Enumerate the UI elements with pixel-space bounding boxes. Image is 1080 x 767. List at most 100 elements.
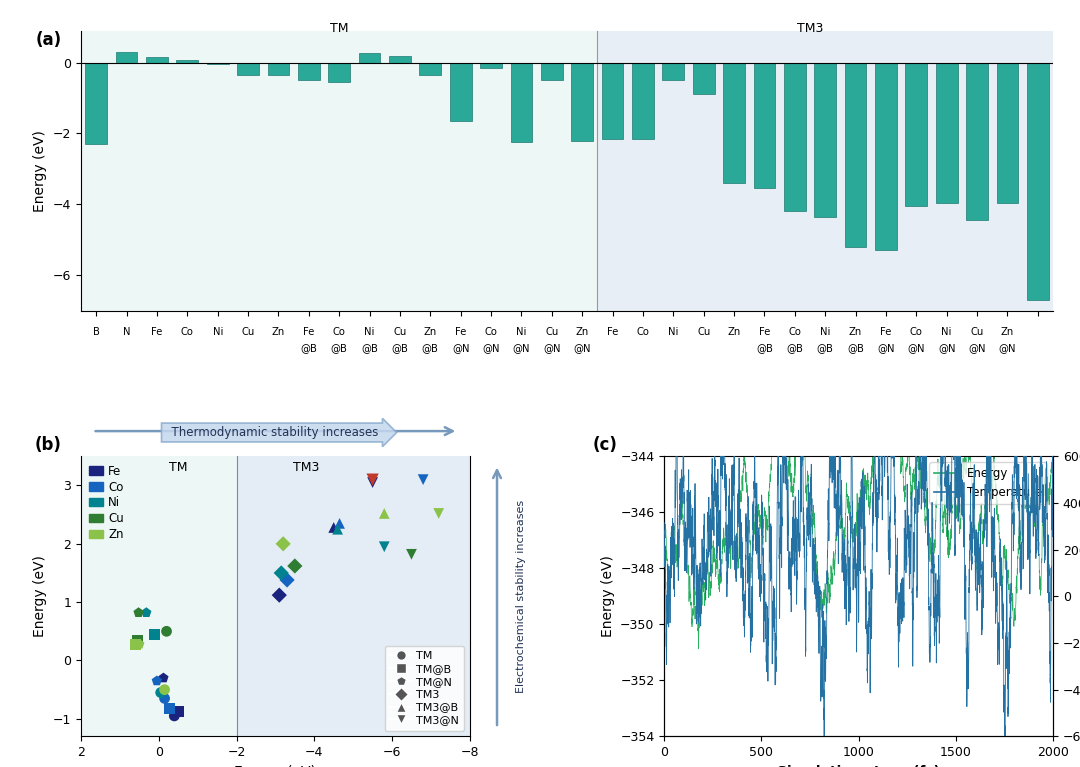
- Bar: [359, 53, 380, 63]
- Bar: [935, 63, 958, 202]
- Text: TM3: TM3: [294, 461, 320, 474]
- Text: @B: @B: [786, 343, 804, 353]
- Bar: [62, 456, 237, 736]
- Text: Fe: Fe: [759, 327, 770, 337]
- Point: [161, 702, 178, 714]
- Text: @N: @N: [573, 343, 591, 353]
- Point: [364, 476, 381, 489]
- Y-axis label: Energy (eV): Energy (eV): [33, 555, 48, 637]
- Text: Electrochemical stability increases: Electrochemical stability increases: [516, 500, 526, 693]
- Bar: [967, 63, 988, 220]
- Y-axis label: Energy (eV): Energy (eV): [600, 555, 615, 637]
- Bar: [81, 31, 597, 311]
- Point: [137, 607, 154, 619]
- Point: [376, 507, 393, 519]
- Text: TM: TM: [168, 461, 188, 474]
- Text: TM3: TM3: [797, 22, 823, 35]
- Text: Ni: Ni: [820, 327, 831, 337]
- Point: [279, 574, 296, 586]
- Bar: [176, 60, 199, 63]
- Bar: [511, 63, 532, 143]
- Text: @N: @N: [937, 343, 956, 353]
- Bar: [692, 63, 715, 94]
- Text: Zn: Zn: [576, 327, 589, 337]
- Text: Fe: Fe: [303, 327, 314, 337]
- Text: Zn: Zn: [272, 327, 285, 337]
- Point: [158, 625, 175, 637]
- Bar: [389, 56, 410, 63]
- Point: [165, 709, 183, 722]
- Text: @N: @N: [999, 343, 1016, 353]
- Bar: [238, 63, 259, 75]
- Text: @B: @B: [330, 343, 348, 353]
- Text: Co: Co: [485, 327, 498, 337]
- Text: B: B: [93, 327, 99, 337]
- Text: Ni: Ni: [516, 327, 527, 337]
- Bar: [662, 63, 685, 81]
- Text: @B: @B: [422, 343, 438, 353]
- Bar: [632, 63, 653, 139]
- Bar: [206, 63, 229, 64]
- Bar: [146, 58, 167, 63]
- Text: Co: Co: [909, 327, 922, 337]
- Text: @B: @B: [816, 343, 834, 353]
- Bar: [997, 63, 1018, 202]
- Bar: [237, 456, 489, 736]
- Bar: [268, 63, 289, 75]
- Text: @B: @B: [756, 343, 773, 353]
- Point: [329, 523, 347, 535]
- X-axis label: Energy (eV): Energy (eV): [234, 765, 316, 767]
- Text: @N: @N: [907, 343, 926, 353]
- Point: [271, 589, 288, 601]
- Point: [129, 634, 146, 647]
- Text: Ni: Ni: [213, 327, 222, 337]
- Point: [430, 507, 447, 519]
- Bar: [754, 63, 775, 189]
- Text: Thermodynamic stability increases: Thermodynamic stability increases: [164, 426, 387, 439]
- Text: @N: @N: [513, 343, 530, 353]
- Point: [274, 538, 292, 550]
- Text: Zn: Zn: [728, 327, 741, 337]
- Point: [146, 628, 163, 640]
- Point: [130, 607, 147, 619]
- Point: [364, 473, 381, 486]
- Text: (b): (b): [35, 436, 62, 453]
- Bar: [597, 31, 1053, 311]
- Text: @B: @B: [300, 343, 318, 353]
- Text: Zn: Zn: [1001, 327, 1014, 337]
- Text: @B: @B: [391, 343, 408, 353]
- Text: Fe: Fe: [880, 327, 892, 337]
- Point: [152, 686, 170, 699]
- Text: TM: TM: [329, 22, 349, 35]
- Text: Fe: Fe: [151, 327, 163, 337]
- Bar: [298, 63, 320, 80]
- Bar: [784, 63, 806, 212]
- Text: Cu: Cu: [242, 327, 255, 337]
- Legend: Energy, Temperature: Energy, Temperature: [930, 463, 1048, 504]
- Point: [286, 560, 303, 572]
- Point: [325, 522, 342, 534]
- Text: @B: @B: [847, 343, 864, 353]
- Point: [126, 638, 144, 650]
- Text: Co: Co: [333, 327, 346, 337]
- Bar: [814, 63, 836, 217]
- Text: Co: Co: [180, 327, 193, 337]
- Text: Fe: Fe: [455, 327, 467, 337]
- Point: [272, 567, 289, 579]
- Point: [376, 541, 393, 553]
- Text: Ni: Ni: [364, 327, 375, 337]
- Bar: [328, 63, 350, 82]
- Text: Cu: Cu: [393, 327, 406, 337]
- Bar: [602, 63, 623, 139]
- Point: [154, 672, 172, 684]
- Text: @N: @N: [877, 343, 894, 353]
- Text: Zn: Zn: [849, 327, 862, 337]
- Text: Co: Co: [788, 327, 801, 337]
- Point: [403, 548, 420, 561]
- Text: (c): (c): [593, 436, 618, 453]
- Bar: [905, 63, 928, 206]
- Bar: [571, 63, 593, 140]
- Bar: [419, 63, 442, 75]
- Text: Fe: Fe: [607, 327, 618, 337]
- Point: [415, 473, 432, 486]
